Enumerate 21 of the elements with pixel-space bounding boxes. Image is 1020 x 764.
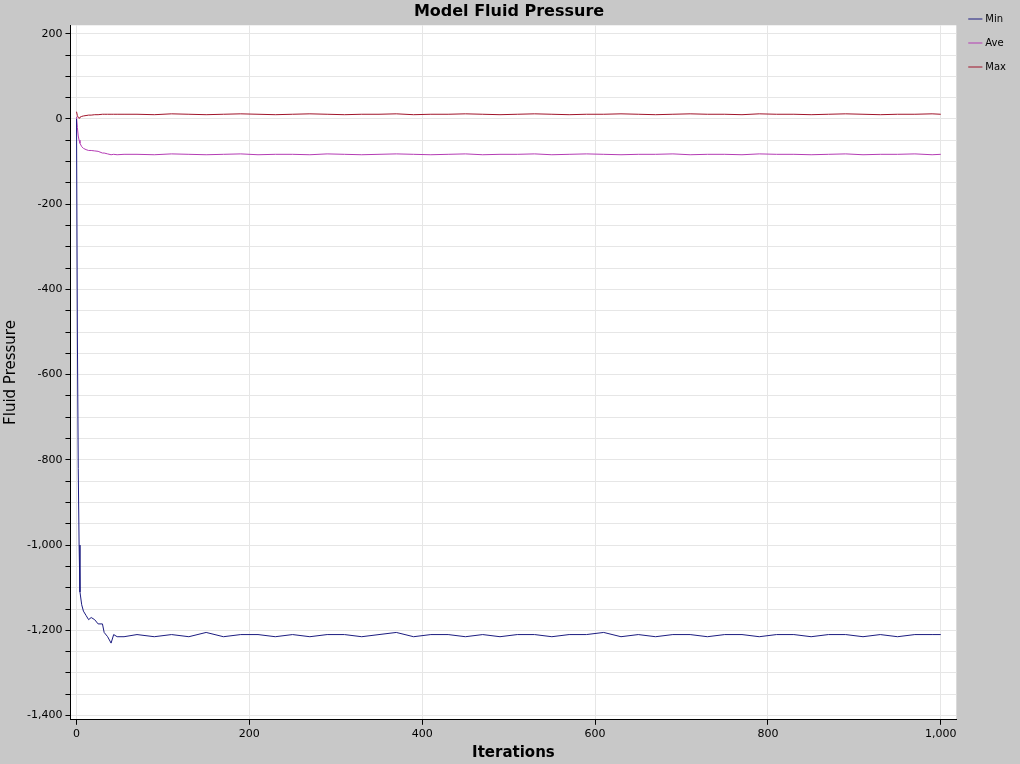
x-tick-label: 1,000 [925, 727, 957, 741]
x-tick-label: 0 [73, 727, 81, 741]
y-tick-label: -400 [37, 282, 63, 296]
y-tick-label: 200 [41, 26, 63, 40]
legend-label: Min [985, 12, 1004, 24]
y-tick-label: -600 [37, 367, 63, 381]
y-axis-title: Fluid Pressure [0, 320, 19, 425]
y-tick-label: -1,200 [26, 623, 63, 637]
x-tick-label: 600 [584, 727, 606, 741]
y-tick-label: -1,400 [26, 708, 63, 722]
y-tick-label: 0 [55, 111, 63, 125]
x-tick-label: 200 [238, 727, 260, 741]
y-tick-label: -800 [37, 452, 63, 466]
chart-title: Model Fluid Pressure [413, 0, 605, 20]
legend-label: Max [985, 60, 1007, 72]
y-tick-label: -1,000 [26, 537, 63, 551]
legend-label: Ave [985, 36, 1004, 48]
y-tick-label: -200 [37, 197, 63, 211]
x-tick-label: 800 [757, 727, 779, 741]
x-tick-label: 400 [411, 727, 433, 741]
x-axis-title: Iterations [472, 742, 555, 761]
